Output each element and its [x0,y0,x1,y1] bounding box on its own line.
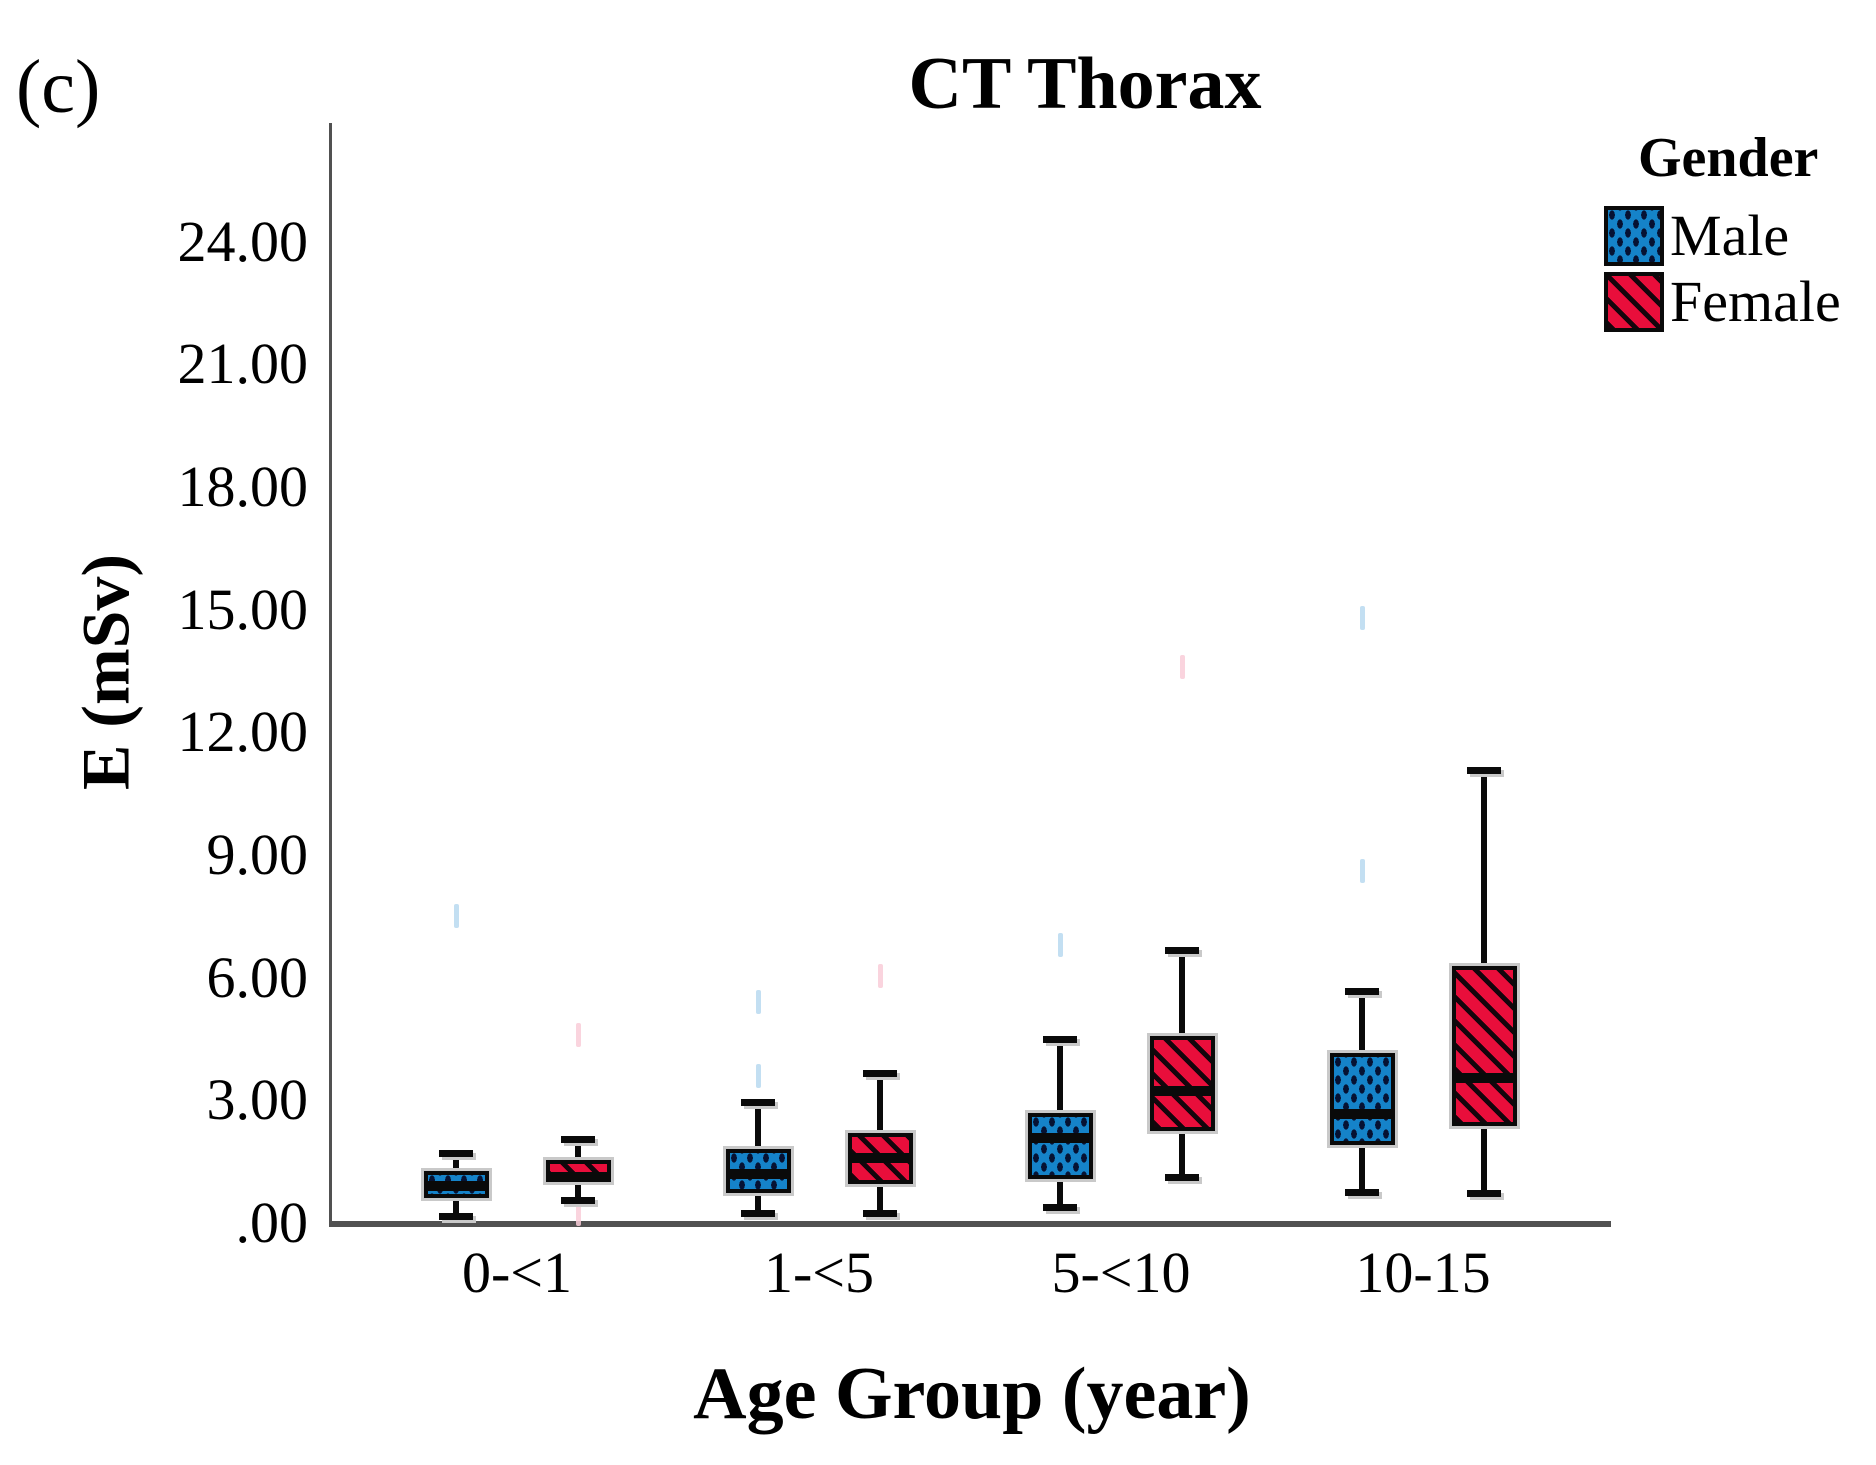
legend: Gender Male Female [1604,126,1841,338]
box-male-5-<10 [1027,1113,1093,1179]
upper-whisker-female-0-<1 [575,1139,581,1160]
x-axis-line [329,1221,1611,1227]
lower-whisker-male-1-<5 [755,1193,761,1214]
faint-point-female-0-<1 [575,1202,581,1226]
y-tick-label: 21.00 [177,331,309,397]
x-axis-title: Age Group (year) [693,1353,1251,1435]
upper-whisker-cap-male-10-15 [1345,988,1379,996]
upper-whisker-male-1-<5 [755,1102,761,1149]
lower-whisker-cap-female-10-15 [1467,1189,1501,1197]
median-male-10-15 [1333,1109,1391,1120]
median-female-10-15 [1455,1073,1513,1084]
upper-whisker-cap-female-10-15 [1467,767,1501,775]
box-female-0-<1 [545,1159,611,1183]
box-female-10-15 [1451,966,1517,1127]
lower-whisker-cap-female-0-<1 [561,1196,595,1204]
legend-title: Gender [1638,127,1819,189]
lower-whisker-cap-male-1-<5 [741,1210,775,1217]
upper-whisker-cap-female-5-<10 [1165,947,1199,955]
upper-whisker-male-5-<10 [1057,1038,1063,1113]
median-male-5-<10 [1031,1132,1089,1143]
lower-whisker-male-5-<10 [1057,1178,1063,1208]
y-tick-label: 3.00 [206,1067,309,1133]
legend-label-female: Female [1670,269,1841,334]
x-category-label: 0-<1 [461,1240,573,1305]
box-male-0-<1 [423,1171,489,1198]
faint-point-male-1-<5 [755,1063,761,1088]
chart-title: CT Thorax [908,43,1262,125]
median-male-0-<1 [427,1181,485,1192]
faint-point-female-5-<10 [1179,654,1185,679]
median-female-0-<1 [549,1171,607,1182]
lower-whisker-female-5-<10 [1179,1130,1185,1178]
legend-swatch-female [1604,272,1664,332]
legend-rows: Male Female [1604,206,1841,332]
y-tick-label: 24.00 [177,208,309,274]
lower-whisker-female-10-15 [1481,1126,1487,1194]
y-tick-label: 6.00 [206,944,309,1010]
upper-whisker-cap-female-0-<1 [561,1136,595,1144]
faint-point-male-1-<5 [755,990,761,1015]
box-female-1-<5 [847,1133,913,1185]
upper-whisker-cap-male-1-<5 [741,1099,775,1107]
faint-point-male-10-15 [1359,859,1365,884]
lower-whisker-cap-male-10-15 [1345,1189,1379,1197]
upper-whisker-cap-female-1-<5 [863,1069,897,1077]
faint-point-male-10-15 [1359,605,1365,630]
upper-whisker-cap-male-5-<10 [1043,1035,1077,1043]
y-tick-label: 12.00 [177,699,309,765]
box-male-1-<5 [725,1148,791,1194]
y-tick-label: 18.00 [177,453,309,519]
upper-whisker-female-5-<10 [1179,950,1185,1037]
x-category-label: 1-<5 [763,1240,875,1305]
upper-whisker-cap-male-0-<1 [439,1149,473,1157]
x-category-label: 10-15 [1355,1240,1491,1305]
faint-point-male-0-<1 [453,904,459,929]
median-male-1-<5 [729,1168,787,1179]
lower-whisker-female-0-<1 [575,1182,581,1201]
y-tick-label: 9.00 [206,821,309,887]
lower-whisker-cap-male-0-<1 [439,1212,473,1220]
faint-point-female-1-<5 [877,963,883,988]
legend-label-male: Male [1670,203,1790,268]
lower-whisker-cap-male-5-<10 [1043,1203,1077,1211]
faint-point-male-5-<10 [1057,932,1063,957]
lower-whisker-cap-female-1-<5 [863,1210,897,1217]
box-female-5-<10 [1149,1036,1215,1131]
upper-whisker-female-1-<5 [877,1072,883,1134]
y-tick-label: 15.00 [177,576,309,642]
panel-label: (c) [16,45,101,129]
x-category-label: 5-<10 [1051,1240,1191,1305]
box-male-10-15 [1329,1053,1395,1146]
lower-whisker-cap-female-5-<10 [1165,1174,1199,1182]
upper-whisker-male-10-15 [1359,991,1365,1054]
lower-whisker-female-1-<5 [877,1184,883,1214]
lower-whisker-male-10-15 [1359,1145,1365,1194]
median-female-1-<5 [851,1152,909,1163]
legend-swatch-male [1604,206,1664,266]
upper-whisker-male-0-<1 [453,1152,459,1172]
y-tick-label: .00 [235,1190,309,1255]
median-female-5-<10 [1153,1086,1211,1097]
legend-item-male: Male [1604,206,1841,266]
faint-point-female-0-<1 [575,1022,581,1047]
legend-item-female: Female [1604,272,1841,332]
lower-whisker-male-0-<1 [453,1197,459,1217]
y-axis-line [329,123,332,1225]
upper-whisker-female-10-15 [1481,770,1487,967]
